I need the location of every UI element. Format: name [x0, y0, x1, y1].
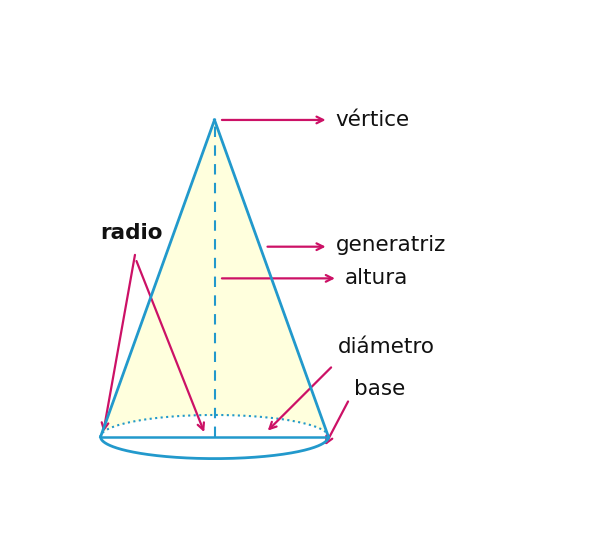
Polygon shape — [101, 120, 328, 437]
Text: vértice: vértice — [335, 110, 410, 130]
Text: altura: altura — [344, 268, 408, 288]
Text: base: base — [354, 379, 405, 398]
Text: radio: radio — [101, 223, 163, 243]
Text: generatriz: generatriz — [335, 234, 446, 255]
Text: diámetro: diámetro — [338, 337, 435, 356]
